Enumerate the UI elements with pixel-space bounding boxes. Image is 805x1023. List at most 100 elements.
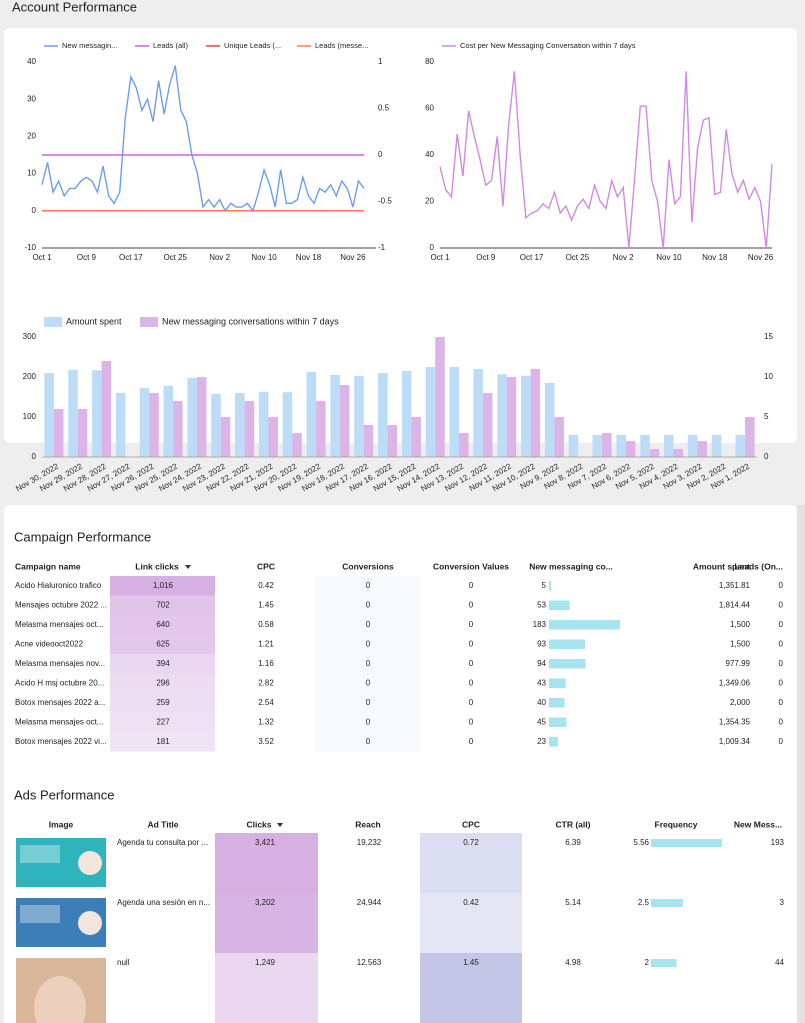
- cell-background: [315, 654, 420, 674]
- table-cell: 53: [537, 600, 546, 609]
- table-cell: 0: [469, 737, 474, 746]
- bar: [459, 433, 469, 457]
- table-cell: 5.56: [633, 838, 649, 847]
- y-tick-label: 100: [23, 412, 37, 421]
- table-cell: 1,351.81: [719, 581, 751, 590]
- y-tick-label: 0.5: [378, 104, 390, 113]
- ad-image-panel: [20, 845, 60, 863]
- table-cell: 0: [366, 620, 371, 629]
- sort-icon[interactable]: [277, 823, 283, 827]
- x-tick-label: Nov 18: [296, 253, 322, 262]
- bar: [568, 435, 579, 457]
- table-cell: 94: [537, 659, 546, 668]
- column-header: Amount spent: [693, 561, 750, 571]
- x-tick-label: Oct 25: [163, 253, 187, 262]
- bar: [163, 385, 174, 457]
- table-cell: 0: [779, 737, 784, 746]
- bar: [330, 375, 340, 457]
- table-cell: Acido H msj octubre 20...: [15, 678, 104, 687]
- table-cell: 0: [366, 698, 371, 707]
- data-bar: [549, 659, 586, 669]
- bar: [244, 401, 255, 457]
- bar: [292, 433, 302, 457]
- bar: [530, 369, 541, 457]
- y-tick-label: 10: [27, 169, 36, 178]
- table-cell: 0: [366, 581, 371, 590]
- table-cell: 0: [779, 698, 784, 707]
- bar: [473, 369, 483, 457]
- table-cell: 0: [469, 600, 474, 609]
- y-tick-label: 1: [378, 57, 383, 66]
- table-cell: 0: [366, 639, 371, 648]
- data-bar: [549, 678, 566, 688]
- column-header: CTR (all): [556, 819, 591, 829]
- table-cell: 1.16: [258, 659, 274, 668]
- table-cell: 4.98: [565, 958, 581, 967]
- column-header: Conversion Values: [433, 561, 509, 571]
- y-tick-label: 200: [23, 372, 37, 381]
- bar: [101, 361, 112, 457]
- bar: [220, 417, 231, 457]
- bar: [306, 371, 317, 457]
- table-cell: 1,016: [153, 581, 174, 590]
- cell-background: [315, 712, 420, 732]
- legend-label: Leads (messe...: [315, 41, 368, 50]
- x-tick-label: Oct 9: [476, 253, 496, 262]
- cell-background: [215, 893, 318, 953]
- ad-image-face: [78, 911, 102, 935]
- data-bar: [651, 899, 683, 907]
- bar: [482, 393, 493, 457]
- bar: [449, 367, 460, 457]
- table-cell: 1.21: [258, 639, 274, 648]
- x-tick-label: Oct 17: [520, 253, 544, 262]
- table-cell: 227: [156, 717, 170, 726]
- table-cell: 24,944: [357, 898, 382, 907]
- cell-background: [215, 833, 318, 893]
- data-bar: [549, 639, 586, 649]
- legend-label: Amount spent: [66, 316, 122, 326]
- table-cell: 3,202: [255, 898, 276, 907]
- bar: [196, 377, 207, 457]
- cell-background: [110, 712, 215, 732]
- table-cell: 0: [779, 659, 784, 668]
- bar: [53, 409, 64, 457]
- y-tick-label: -0.5: [378, 197, 392, 206]
- table-cell: 640: [156, 620, 170, 629]
- table-cell: 0: [779, 639, 784, 648]
- table-cell: 0: [469, 698, 474, 707]
- y-tick-label: 60: [425, 104, 434, 113]
- cell-background: [315, 634, 420, 654]
- table-cell: 40: [537, 698, 546, 707]
- bar: [363, 425, 374, 457]
- table-cell: 5: [542, 581, 547, 590]
- bar: [521, 375, 531, 457]
- x-tick-label: Oct 17: [119, 253, 143, 262]
- table-cell: 19,232: [357, 838, 382, 847]
- table-cell: 977.99: [726, 659, 751, 668]
- y-tick-label: 0: [32, 206, 37, 215]
- y-tick-label: 15: [764, 332, 773, 341]
- table-cell: 193: [771, 838, 785, 847]
- cell-background: [110, 595, 215, 615]
- bar: [640, 435, 650, 457]
- x-tick-label: Oct 9: [77, 253, 97, 262]
- data-bar: [651, 959, 677, 967]
- bar: [649, 449, 660, 457]
- table-cell: 1,349.06: [719, 678, 751, 687]
- column-header: Reach: [355, 819, 381, 829]
- section-title: Ads Performance: [14, 787, 114, 802]
- cell-background: [110, 673, 215, 693]
- table-cell: 1.45: [258, 600, 274, 609]
- bar: [687, 435, 698, 457]
- legend-label: Leads (all): [153, 41, 189, 50]
- column-header: Ad Title: [147, 819, 178, 829]
- data-bar: [549, 698, 565, 708]
- bar: [411, 417, 421, 457]
- table-cell: Botox mensajes 2022 vi...: [15, 737, 107, 746]
- y-tick-label: 20: [425, 197, 434, 206]
- bar: [435, 337, 445, 457]
- scrollbar[interactable]: [797, 505, 805, 1023]
- sort-icon[interactable]: [185, 565, 191, 569]
- table-cell: 1,354.35: [719, 717, 751, 726]
